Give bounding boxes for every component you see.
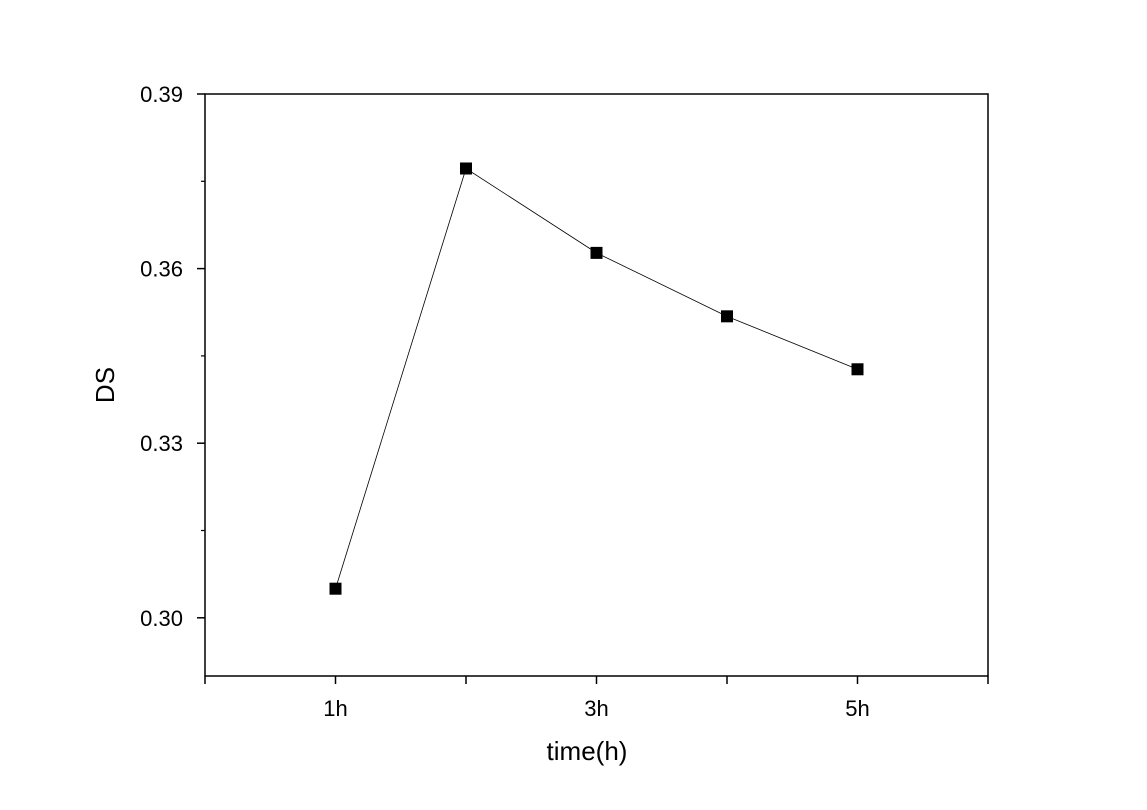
series-layer (329, 162, 864, 595)
x-axis-title: time(h) (547, 736, 628, 766)
x-tick-label: 5h (845, 696, 869, 721)
data-point-marker (721, 310, 733, 323)
x-tick-label: 3h (584, 696, 608, 721)
y-tick-label: 0.30 (140, 606, 183, 631)
x-tick-label: 1h (323, 696, 347, 721)
x-axis: 1h 3h 5h (204, 676, 989, 721)
data-point-marker (329, 582, 342, 595)
plot-frame (204, 93, 989, 677)
data-point-marker (851, 363, 864, 376)
y-axis-title: DS (90, 367, 120, 403)
series-line (335, 167, 858, 589)
y-tick-label: 0.33 (140, 431, 183, 456)
data-point-marker (590, 246, 603, 259)
y-tick-label: 0.39 (140, 82, 183, 107)
y-tick-label: 0.36 (140, 257, 183, 282)
data-point-marker (460, 162, 472, 175)
y-axis: 0.30 0.33 0.36 0.39 (140, 82, 205, 631)
